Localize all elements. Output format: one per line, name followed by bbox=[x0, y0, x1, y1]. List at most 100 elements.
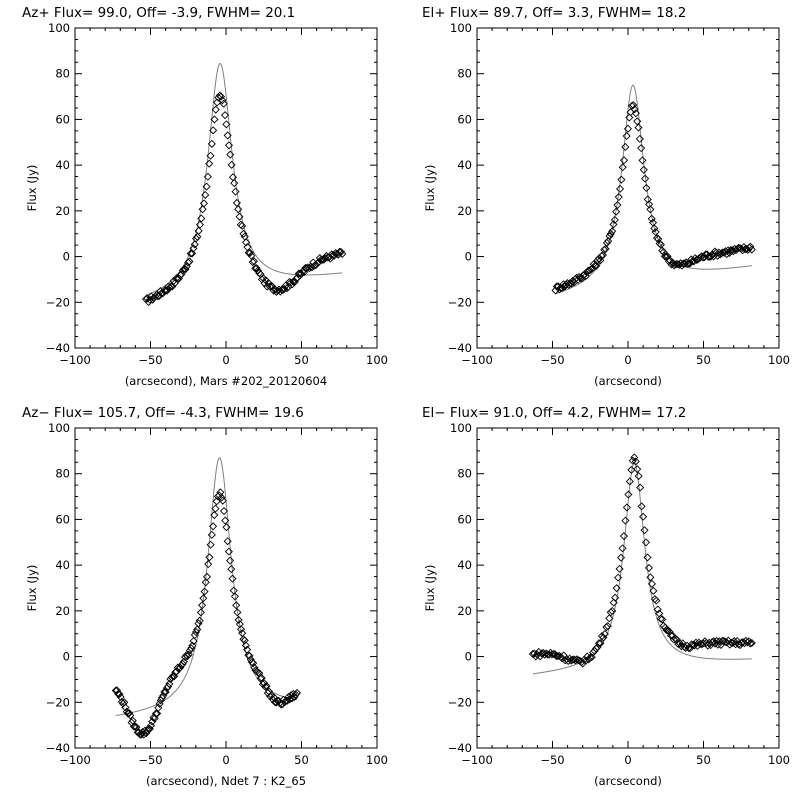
data-point bbox=[126, 711, 135, 720]
data-point bbox=[612, 584, 621, 593]
data-point bbox=[586, 653, 595, 662]
data-point bbox=[691, 638, 701, 647]
data-point bbox=[216, 488, 225, 497]
data-point bbox=[649, 586, 658, 595]
data-point bbox=[185, 257, 194, 266]
data-point bbox=[249, 257, 259, 266]
data-point bbox=[247, 251, 256, 260]
data-point bbox=[564, 280, 573, 289]
data-point bbox=[622, 131, 631, 141]
data-point bbox=[257, 673, 266, 683]
data-point bbox=[638, 156, 647, 165]
y-tick-label: 0 bbox=[465, 650, 472, 664]
data-point bbox=[726, 246, 735, 255]
data-point bbox=[631, 457, 640, 466]
data-point bbox=[262, 682, 271, 691]
data-point bbox=[271, 698, 280, 707]
data-point bbox=[622, 503, 631, 512]
y-tick-label: 100 bbox=[48, 21, 70, 35]
data-point bbox=[675, 639, 684, 648]
y-tick-label: 100 bbox=[450, 21, 472, 35]
data-point bbox=[220, 111, 230, 120]
y-tick-label: 0 bbox=[63, 250, 70, 264]
data-point bbox=[201, 190, 210, 199]
data-point bbox=[672, 259, 681, 269]
data-point bbox=[623, 124, 633, 133]
data-point bbox=[321, 254, 330, 263]
data-point bbox=[168, 282, 177, 291]
data-point bbox=[603, 622, 612, 631]
data-point bbox=[658, 615, 667, 624]
data-point bbox=[221, 516, 230, 525]
data-point bbox=[202, 572, 212, 581]
data-point bbox=[703, 641, 712, 650]
data-point bbox=[236, 625, 246, 634]
data-point bbox=[730, 637, 739, 646]
x-axis-label: (arcsecond) bbox=[594, 774, 662, 788]
data-point bbox=[125, 709, 134, 718]
panel-title: El− Flux= 91.0, Off= 4.2, FWHM= 17.2 bbox=[422, 405, 686, 421]
data-point bbox=[634, 123, 643, 132]
fit-line bbox=[115, 457, 298, 717]
data-point bbox=[217, 493, 226, 502]
data-point bbox=[635, 134, 644, 143]
data-point bbox=[705, 638, 714, 647]
data-point bbox=[621, 142, 630, 151]
data-point bbox=[689, 640, 698, 649]
data-point bbox=[193, 232, 202, 241]
data-point bbox=[160, 687, 169, 696]
data-point bbox=[642, 183, 651, 192]
data-point bbox=[187, 644, 196, 653]
data-point bbox=[677, 642, 686, 651]
panel-title: El+ Flux= 89.7, Off= 3.3, FWHM= 18.2 bbox=[422, 5, 686, 21]
data-point bbox=[634, 472, 643, 481]
data-point bbox=[206, 151, 215, 160]
data-point bbox=[196, 608, 205, 617]
data-point bbox=[246, 248, 255, 257]
y-tick-label: −20 bbox=[448, 295, 472, 309]
y-tick-label: 0 bbox=[465, 250, 472, 264]
data-point bbox=[639, 512, 648, 521]
y-tick-label: −20 bbox=[448, 695, 472, 709]
x-tick-label: −50 bbox=[540, 353, 564, 367]
y-axis-label: Flux (Jy) bbox=[423, 565, 437, 612]
data-point bbox=[621, 516, 630, 525]
data-point bbox=[727, 638, 736, 647]
y-tick-label: −40 bbox=[46, 741, 70, 755]
data-point bbox=[242, 238, 251, 247]
panel-title: Az+ Flux= 99.0, Off= -3.9, FWHM= 20.1 bbox=[22, 5, 295, 21]
data-point bbox=[235, 212, 244, 221]
data-point bbox=[227, 160, 236, 169]
x-tick-label: 50 bbox=[696, 353, 711, 367]
y-tick-label: −20 bbox=[46, 295, 70, 309]
data-point bbox=[205, 159, 214, 168]
x-axis-label: (arcsecond), Ndet 7 : K2_65 bbox=[146, 774, 306, 788]
data-point bbox=[292, 688, 302, 697]
data-point bbox=[231, 187, 240, 196]
data-point bbox=[194, 619, 203, 628]
fit-line bbox=[145, 62, 343, 296]
data-point bbox=[705, 252, 714, 261]
x-tick-label: 0 bbox=[222, 753, 229, 767]
data-point bbox=[224, 547, 233, 556]
data-point bbox=[288, 280, 297, 289]
data-point bbox=[261, 682, 270, 691]
fit-curve bbox=[115, 457, 298, 717]
data-point bbox=[725, 640, 734, 649]
data-point bbox=[143, 726, 152, 735]
data-point bbox=[153, 709, 162, 718]
data-point bbox=[637, 502, 646, 511]
plot-frame bbox=[476, 27, 780, 349]
data-point bbox=[712, 636, 721, 645]
axes: −100 −50 0 50 100 −40 −20 0 20 40 60 80 100 bbox=[46, 421, 388, 767]
data-point bbox=[630, 453, 639, 462]
y-tick-label: 100 bbox=[450, 421, 472, 435]
data-point bbox=[157, 288, 166, 297]
x-tick-label: −50 bbox=[540, 753, 564, 767]
data-point bbox=[234, 205, 243, 214]
data-point bbox=[606, 229, 615, 238]
data-point bbox=[121, 703, 130, 712]
data-point bbox=[246, 655, 255, 664]
x-tick-label: −100 bbox=[59, 353, 91, 367]
data-point bbox=[641, 538, 651, 547]
